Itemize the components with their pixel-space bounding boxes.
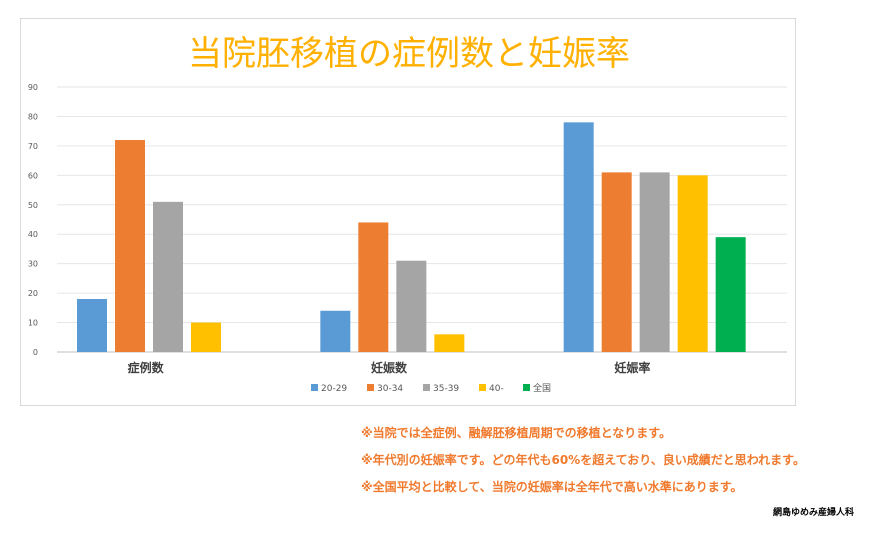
note-3: ※全国平均と比較して、当院の妊娠率は全年代で高い水準にあります。 — [361, 480, 743, 494]
legend-label: 20-29 — [321, 384, 347, 394]
bar-20-29-妊娠率 — [563, 122, 594, 352]
x-axis-categories: 症例数 妊娠数 妊娠率 — [128, 360, 651, 375]
bar-30-34-症例数 — [115, 140, 145, 352]
bar-30-34-妊娠率 — [601, 172, 632, 352]
note-1: ※当院では全症例、融解胚移植周期での移植となります。 — [361, 426, 672, 440]
y-tick-label: 20 — [28, 289, 38, 298]
y-tick-label: 10 — [28, 319, 38, 328]
bar-40--妊娠数 — [434, 334, 465, 352]
bar-30-34-妊娠数 — [358, 222, 389, 352]
bar-35-39-妊娠率 — [639, 172, 670, 352]
y-tick-label: 90 — [28, 83, 38, 92]
chart-frame: 当院胚移植の症例数と妊娠率 0 10 20 30 40 50 60 70 80 90 症例数 妊娠数… — [20, 18, 796, 406]
y-tick-label: 0 — [33, 348, 38, 357]
bar-chart: 当院胚移植の症例数と妊娠率 0 10 20 30 40 50 60 70 80 90 症例数 妊娠数… — [28, 34, 787, 394]
bars — [77, 122, 746, 352]
legend-swatch — [311, 384, 318, 391]
legend-swatch — [523, 384, 530, 391]
chart-title: 当院胚移植の症例数と妊娠率 — [188, 34, 630, 74]
legend-label: 40- — [489, 384, 504, 394]
bar-20-29-症例数 — [77, 299, 107, 352]
y-tick-label: 50 — [28, 201, 38, 210]
x-category-label: 症例数 — [128, 360, 165, 375]
x-category-label: 妊娠数 — [371, 360, 408, 375]
y-tick-label: 30 — [28, 260, 38, 269]
legend-swatch — [423, 384, 430, 391]
note-2: ※年代別の妊娠率です。どの年代も60%を超えており、良い成績だと思われます。 — [361, 453, 805, 467]
bar-35-39-妊娠数 — [396, 260, 427, 352]
y-tick-label: 40 — [28, 230, 38, 239]
y-tick-label: 70 — [28, 142, 38, 151]
legend-label: 全国 — [533, 382, 551, 394]
legend-label: 30-34 — [377, 384, 403, 394]
x-category-label: 妊娠率 — [614, 360, 650, 375]
bar-40--症例数 — [191, 322, 221, 352]
bar-20-29-妊娠数 — [320, 310, 351, 352]
legend-label: 35-39 — [433, 384, 459, 394]
legend: 20-29 30-34 35-39 40- 全国 — [311, 382, 551, 394]
y-axis-ticks: 0 10 20 30 40 50 60 70 80 90 — [28, 83, 38, 357]
clinic-name: 網島ゆめみ産婦人科 — [772, 508, 854, 518]
legend-swatch — [479, 384, 486, 391]
bar-40--妊娠率 — [677, 175, 708, 352]
bar-全国-妊娠率 — [715, 237, 746, 352]
bar-35-39-症例数 — [153, 201, 183, 352]
y-tick-label: 60 — [28, 171, 38, 180]
legend-swatch — [367, 384, 374, 391]
y-tick-label: 80 — [28, 112, 38, 121]
